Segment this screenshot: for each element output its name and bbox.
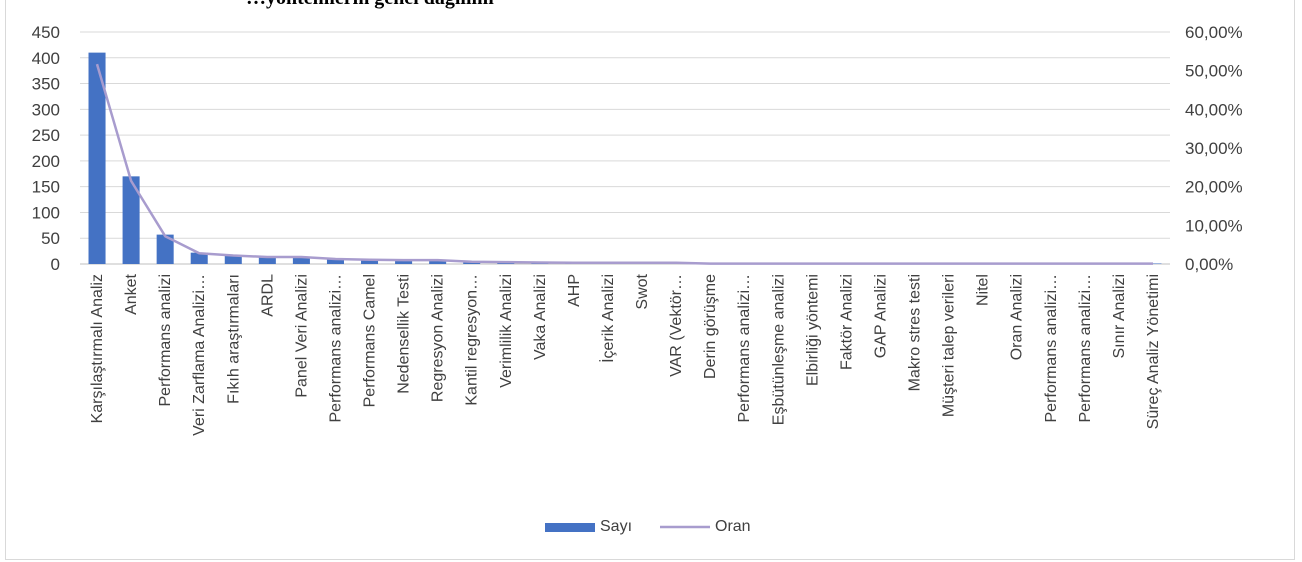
x-tick-label: İçerik Analizi xyxy=(598,274,617,363)
x-tick-label: Swot xyxy=(634,273,651,309)
x-tick-label: Faktör Analizi xyxy=(838,274,855,370)
bar xyxy=(429,259,447,264)
y-tick-label: 0 xyxy=(51,255,60,274)
x-tick-label: Panel Veri Analizi xyxy=(293,274,310,398)
y2-tick-label: 20,00% xyxy=(1185,178,1243,197)
x-tick-label: Oran Analizi xyxy=(1009,274,1026,360)
x-tick-label: Verimlilik Analizi xyxy=(498,274,515,388)
chart-title: …yöntemlerin genel dağılımı xyxy=(246,0,494,10)
bar xyxy=(156,234,174,264)
x-tick-label: Eşbütünleşme analizi xyxy=(770,274,787,425)
x-tick-label: Performans Camel xyxy=(362,274,379,407)
x-tick-label: Anket xyxy=(123,273,140,314)
x-tick-label: Vaka Analizi xyxy=(532,274,549,360)
legend-label-oran: Oran xyxy=(715,518,751,535)
bar xyxy=(326,258,344,264)
y-tick-label: 250 xyxy=(32,126,60,145)
x-tick-label: Makro stres testi xyxy=(907,274,924,391)
bar xyxy=(395,259,413,264)
x-tick-label: Regresyon Analizi xyxy=(430,274,447,402)
oran-line xyxy=(95,63,1153,265)
legend-swatch-sayi xyxy=(545,523,595,532)
x-tick-label: Performans analizi… xyxy=(736,274,753,423)
y2-tick-label: 40,00% xyxy=(1185,100,1243,119)
x-tick-label: Performans analizi… xyxy=(1077,274,1094,423)
x-tick-label: Veri Zarflama Analizi… xyxy=(191,274,208,436)
x-tick-label: Kantil regresyon… xyxy=(464,274,481,406)
y-tick-label: 300 xyxy=(32,100,60,119)
y-tick-label: 450 xyxy=(32,23,60,42)
x-tick-label: VAR (Vektör… xyxy=(668,274,685,377)
x-tick-label: GAP Analizi xyxy=(872,274,889,358)
x-tick-label: Performans analizi xyxy=(157,274,174,407)
y2-tick-label: 0,00% xyxy=(1185,255,1233,274)
bar xyxy=(292,256,310,264)
bar xyxy=(258,256,276,264)
bar xyxy=(224,255,242,264)
x-tick-label: Süreç Analiz Yönetimi xyxy=(1145,274,1162,429)
legend-label-sayi: Sayı xyxy=(600,518,632,535)
bar xyxy=(88,52,106,264)
x-tick-label: AHP xyxy=(566,274,583,307)
bar xyxy=(122,176,140,264)
x-tick-label: Müşteri talep verileri xyxy=(941,274,958,417)
bar xyxy=(361,259,379,264)
x-tick-label: Karşılaştırmalı Analiz xyxy=(89,274,106,423)
x-tick-label: Performans analizi… xyxy=(327,274,344,423)
x-tick-label: Sınır Analizi xyxy=(1111,274,1128,358)
y-tick-label: 200 xyxy=(32,152,60,171)
x-tick-label: Elbirliği yöntemi xyxy=(804,274,821,386)
y-tick-label: 150 xyxy=(32,178,60,197)
x-tick-label: Derin görüşme xyxy=(702,274,719,379)
y-tick-label: 100 xyxy=(32,203,60,222)
chart-area xyxy=(5,0,1295,560)
y2-tick-label: 30,00% xyxy=(1185,139,1243,158)
bar xyxy=(190,252,208,264)
y2-tick-label: 60,00% xyxy=(1185,23,1243,42)
y2-tick-label: 10,00% xyxy=(1185,216,1243,235)
y-tick-label: 50 xyxy=(41,229,60,248)
y-tick-label: 350 xyxy=(32,75,60,94)
y2-tick-label: 50,00% xyxy=(1185,62,1243,81)
x-tick-label: Nitel xyxy=(975,274,992,306)
x-tick-label: Nedensellik Testi xyxy=(396,274,413,394)
x-tick-label: ARDL xyxy=(259,274,276,317)
x-tick-label: Performans analizi… xyxy=(1043,274,1060,423)
y-tick-label: 400 xyxy=(32,49,60,68)
x-tick-label: Fıkıh araştırmaları xyxy=(225,274,242,404)
